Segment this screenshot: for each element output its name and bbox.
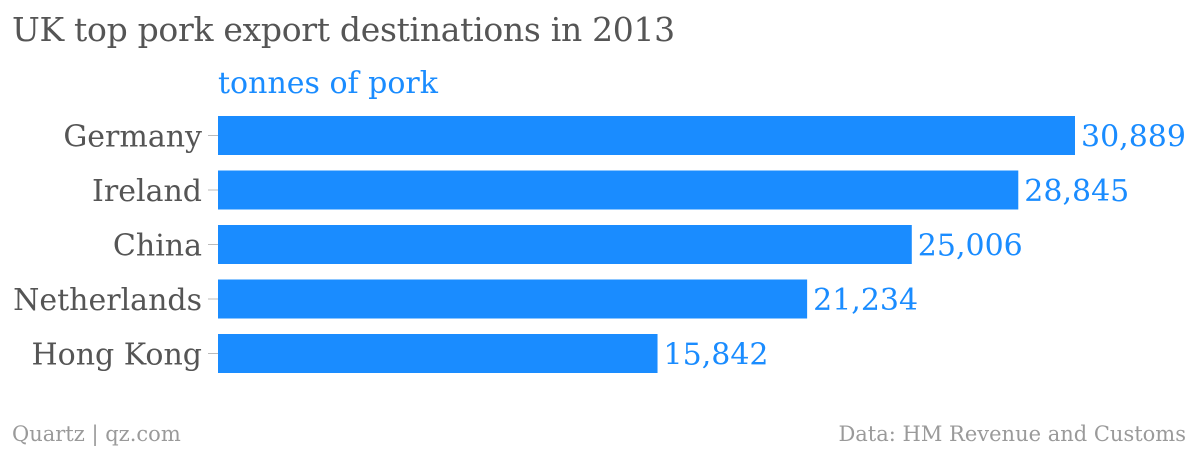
category-label: Netherlands [13, 283, 202, 318]
value-label: 30,889 [1081, 120, 1186, 155]
category-label: Germany [63, 120, 202, 155]
unit-label: tonnes of pork [218, 66, 439, 101]
bars-group: Germany 30,889 Ireland 28,845 China 25,006 Net… [13, 116, 1186, 373]
category-label: Ireland [92, 174, 202, 209]
category-label: Hong Kong [32, 338, 202, 373]
value-label: 15,842 [664, 338, 769, 373]
bar [218, 225, 912, 264]
value-label: 25,006 [918, 229, 1023, 264]
bar [218, 279, 808, 319]
bar [218, 334, 658, 373]
value-label: 28,845 [1024, 174, 1129, 209]
bar [218, 116, 1075, 155]
category-label: China [113, 229, 202, 264]
value-label: 21,234 [813, 283, 918, 318]
footer-credit: Quartz | qz.com [12, 422, 181, 446]
footer-source: Data: HM Revenue and Customs [838, 422, 1186, 446]
chart-title: UK top pork export destinations in 2013 [12, 10, 675, 49]
bar [218, 170, 1019, 210]
